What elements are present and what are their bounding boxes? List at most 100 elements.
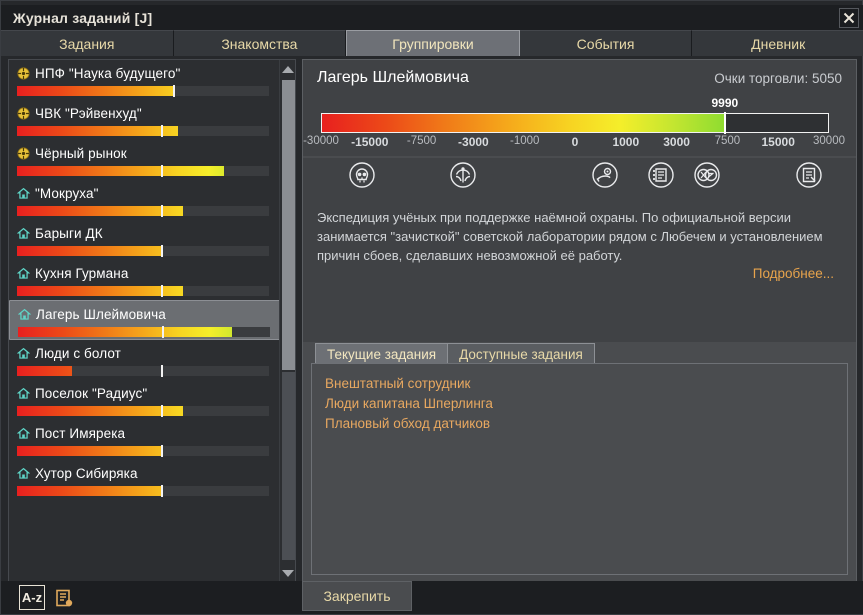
faction-list-item[interactable]: Кухня Гурмана [9,260,281,300]
enemy-wings-icon [449,161,477,189]
faction-list-item[interactable]: Пост Имярека [9,420,281,460]
faction-list-item[interactable]: НПФ "Наука будущего" [9,60,281,100]
faction-list-item[interactable]: Поселок "Радиус" [9,380,281,420]
faction-reputation-bar [17,85,269,97]
faction-list-item[interactable]: Люди с болот [9,340,281,380]
tab-5[interactable]: Дневник [692,30,863,56]
faction-reputation-zero-marker [160,485,163,497]
house-icon [16,427,31,440]
scale-tick-label: -3000 [458,135,489,149]
window-titlebar: Журнал заданий [J] [1,5,863,30]
scale-tick-label: -30000 [303,135,339,147]
sort-alpha-label: A-z [21,590,43,605]
tab-2[interactable]: Знакомства [173,30,347,56]
window-title: Журнал заданий [J] [13,9,153,26]
house-icon [16,227,31,240]
tab-1[interactable]: Задания [1,30,174,56]
house-icon [17,308,32,321]
more-link[interactable]: Подробнее... [752,266,834,281]
faction-reputation-fill [17,206,184,216]
faction-reputation-bar [17,245,269,257]
faction-reputation-bar [17,205,269,217]
faction-name: Кухня Гурмана [35,265,129,281]
tab-label: Задания [59,35,115,52]
quest-list-item[interactable]: Внештатный сотрудник [325,376,471,391]
faction-reputation-fill [17,126,179,136]
reputation-value: 9990 [711,96,739,110]
tab-3[interactable]: Группировки [346,30,520,56]
faction-name: "Мокруха" [35,185,99,201]
tab-label: Дневник [751,35,806,52]
detail-header: Лагерь Шлеймовича Очки торговли: 5050 [303,60,856,96]
faction-description: Экспедиция учёных при поддержке наёмной … [317,210,823,263]
scale-tick-label: -1000 [509,135,540,147]
bottom-toolbar: A-z Закрепить [1,581,863,614]
reputation-scale: 9990 -30000 -15000 -7500 -3000 -1000 0 1000 300… [303,96,856,156]
faction-list-scrollbar[interactable] [279,60,295,582]
faction-reputation-fill [17,366,73,376]
scale-tick-label: 15000 [761,135,795,149]
scrollbar-track[interactable] [282,372,295,560]
faction-reputation-bar [17,285,269,297]
faction-reputation-zero-marker [160,285,163,297]
reputation-marker [724,112,727,134]
scale-tick-label: -15000 [351,135,389,149]
scrollbar-thumb[interactable] [282,80,295,370]
faction-reputation-zero-marker [173,85,176,97]
faction-reputation-zero-marker [161,326,164,338]
scale-tick-label: 1000 [612,135,640,149]
faction-reputation-fill [17,246,161,256]
faction-reputation-zero-marker [160,405,163,417]
faction-reputation-fill [17,446,164,456]
pin-button[interactable]: Закрепить [302,581,412,611]
document-icon [795,161,823,189]
trade-hand-icon [591,161,619,189]
faction-reputation-bar [17,365,269,377]
tab-4[interactable]: События [519,30,693,56]
faction-reputation-bar [17,165,269,177]
quest-tab-label: Текущие задания [327,346,437,362]
faction-reputation-bar [18,326,270,338]
reputation-bar [321,112,829,134]
scale-tick-label: 7500 [714,135,741,147]
house-icon [16,187,31,200]
quest-tab-2[interactable]: Доступные задания [447,343,595,364]
faction-list-item[interactable]: Лагерь Шлеймовича [9,300,281,340]
faction-reputation-bar [17,125,269,137]
close-icon[interactable] [839,8,859,28]
quest-list-item[interactable]: Люди капитана Шперлинга [325,396,493,411]
faction-list: НПФ "Наука будущего" ЧВК "Рэйвенхуд" Чёрны… [9,60,281,582]
house-icon [16,347,31,360]
reputation-bar-fill [322,114,725,132]
faction-reputation-fill [18,327,233,337]
tab-label: Знакомства [221,35,298,52]
quest-tab-1[interactable]: Текущие задания [315,343,449,364]
faction-list-item[interactable]: ЧВК "Рэйвенхуд" [9,100,281,140]
faction-reputation-bar [17,445,269,457]
faction-reputation-zero-marker [160,205,163,217]
scale-tick-label: 3000 [663,135,690,149]
journal-icon[interactable] [51,585,77,610]
faction-reputation-fill [17,486,161,496]
faction-list-item[interactable]: Барыги ДК [9,220,281,260]
radiation-icon [17,106,30,120]
faction-name: НПФ "Наука будущего" [35,65,181,81]
faction-reputation-fill [17,286,184,296]
faction-name: Поселок "Радиус" [35,385,148,401]
quest-tab-label: Доступные задания [459,346,583,362]
faction-name: Лагерь Шлеймовича [36,306,166,322]
scroll-down-icon[interactable] [281,566,295,580]
faction-list-item[interactable]: Хутор Сибиряка [9,460,281,500]
faction-list-item[interactable]: Чёрный рынок [9,140,281,180]
faction-reputation-fill [17,406,184,416]
sort-alpha-icon[interactable]: A-z [19,585,45,610]
quest-list: Внештатный сотрудник Люди капитана Шперли… [311,363,848,575]
quest-list-item[interactable]: Плановый обход датчиков [325,416,491,431]
tab-label: Группировки [392,35,474,52]
faction-reputation-bar [17,405,269,417]
faction-list-item[interactable]: "Мокруха" [9,180,281,220]
scroll-up-icon[interactable] [281,62,295,76]
faction-name: ЧВК "Рэйвенхуд" [35,105,142,121]
faction-reputation-bar [17,485,269,497]
faction-name: Хутор Сибиряка [35,465,138,481]
